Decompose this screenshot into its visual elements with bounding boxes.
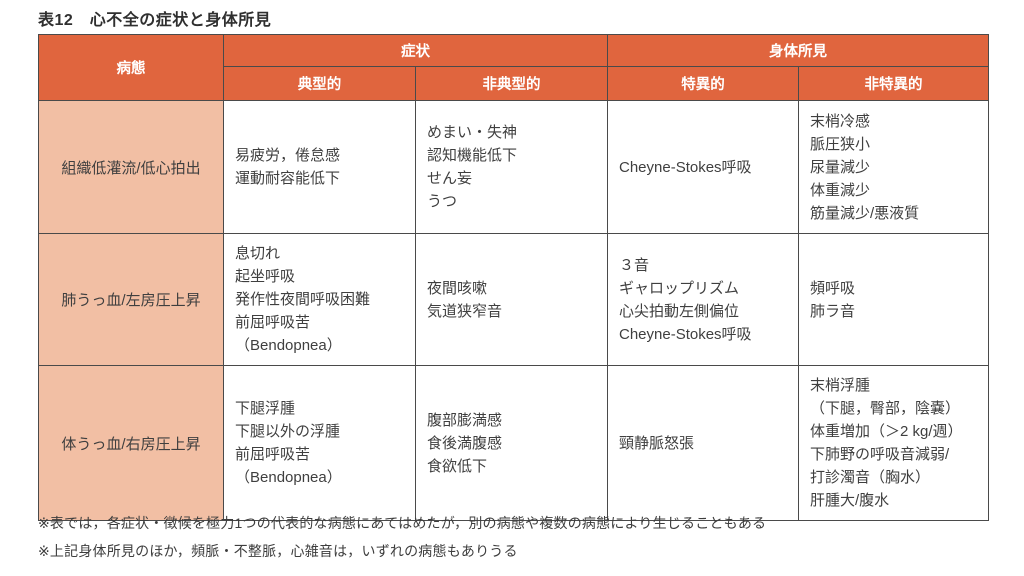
typical-symptoms-cell: 易疲労，倦怠感 運動耐容能低下 [223, 100, 416, 234]
typical-symptoms-cell: 息切れ 起坐呼吸 発作性夜間呼吸困難 前屈呼吸苦 （Bendopnea） [223, 233, 416, 366]
header-physical-findings: 身体所見 [607, 34, 989, 67]
atypical-symptoms-cell: 夜間咳嗽 気道狭窄音 [415, 233, 608, 366]
header-symptoms: 症状 [223, 34, 608, 67]
typical-symptoms-cell: 下腿浮腫 下腿以外の浮腫 前屈呼吸苦 （Bendopnea） [223, 365, 416, 521]
footnote-2: ※上記身体所見のほか，頻脈・不整脈，心雑音は，いずれの病態もありうる [38, 543, 518, 559]
atypical-symptoms-cell: 腹部膨満感 食後満腹感 食欲低下 [415, 365, 608, 521]
atypical-symptoms-cell: めまい・失神 認知機能低下 せん妄 うつ [415, 100, 608, 234]
condition-cell: 体うっ血/右房圧上昇 [38, 365, 224, 521]
table-title: 表12 心不全の症状と身体所見 [38, 12, 272, 29]
header-specific: 特異的 [607, 66, 799, 101]
header-nonspecific: 非特異的 [798, 66, 989, 101]
table-row-pulmonary-congestion: 肺うっ血/左房圧上昇 息切れ 起坐呼吸 発作性夜間呼吸困難 前屈呼吸苦 （Ben… [38, 233, 989, 366]
nonspecific-findings-cell: 末梢冷感 脈圧狭小 尿量減少 体重減少 筋量減少/悪液質 [798, 100, 989, 234]
table-row-low-perfusion: 組織低灌流/低心拍出 易疲労，倦怠感 運動耐容能低下 めまい・失神 認知機能低下… [38, 100, 989, 234]
header-pathology: 病態 [38, 34, 224, 101]
condition-cell: 肺うっ血/左房圧上昇 [38, 233, 224, 366]
heart-failure-symptoms-table: 病態 症状 身体所見 典型的 非典型的 特異的 非特異的 組織低灌流/低心拍出 … [38, 34, 989, 521]
nonspecific-findings-cell: 末梢浮腫 （下腿，臀部，陰嚢） 体重増加（＞2 kg/週） 下肺野の呼吸音減弱/… [798, 365, 989, 521]
specific-findings-cell: 頸静脈怒張 [607, 365, 799, 521]
header-row-subcolumns: 典型的 非典型的 特異的 非特異的 [39, 66, 989, 101]
header-typical: 典型的 [223, 66, 416, 101]
header-atypical: 非典型的 [415, 66, 608, 101]
table-row-systemic-congestion: 体うっ血/右房圧上昇 下腿浮腫 下腿以外の浮腫 前屈呼吸苦 （Bendopnea… [38, 365, 989, 521]
specific-findings-cell: Cheyne-Stokes呼吸 [607, 100, 799, 234]
header-row-groups: 病態 症状 身体所見 [38, 34, 989, 101]
nonspecific-findings-cell: 頻呼吸 肺ラ音 [798, 233, 989, 366]
condition-cell: 組織低灌流/低心拍出 [38, 100, 224, 234]
footnote-1: ※表では，各症状・徴候を極力1つの代表的な病態にあてはめたが，別の病態や複数の病… [38, 515, 767, 531]
specific-findings-cell: ３音 ギャロップリズム 心尖拍動左側偏位 Cheyne-Stokes呼吸 [607, 233, 799, 366]
